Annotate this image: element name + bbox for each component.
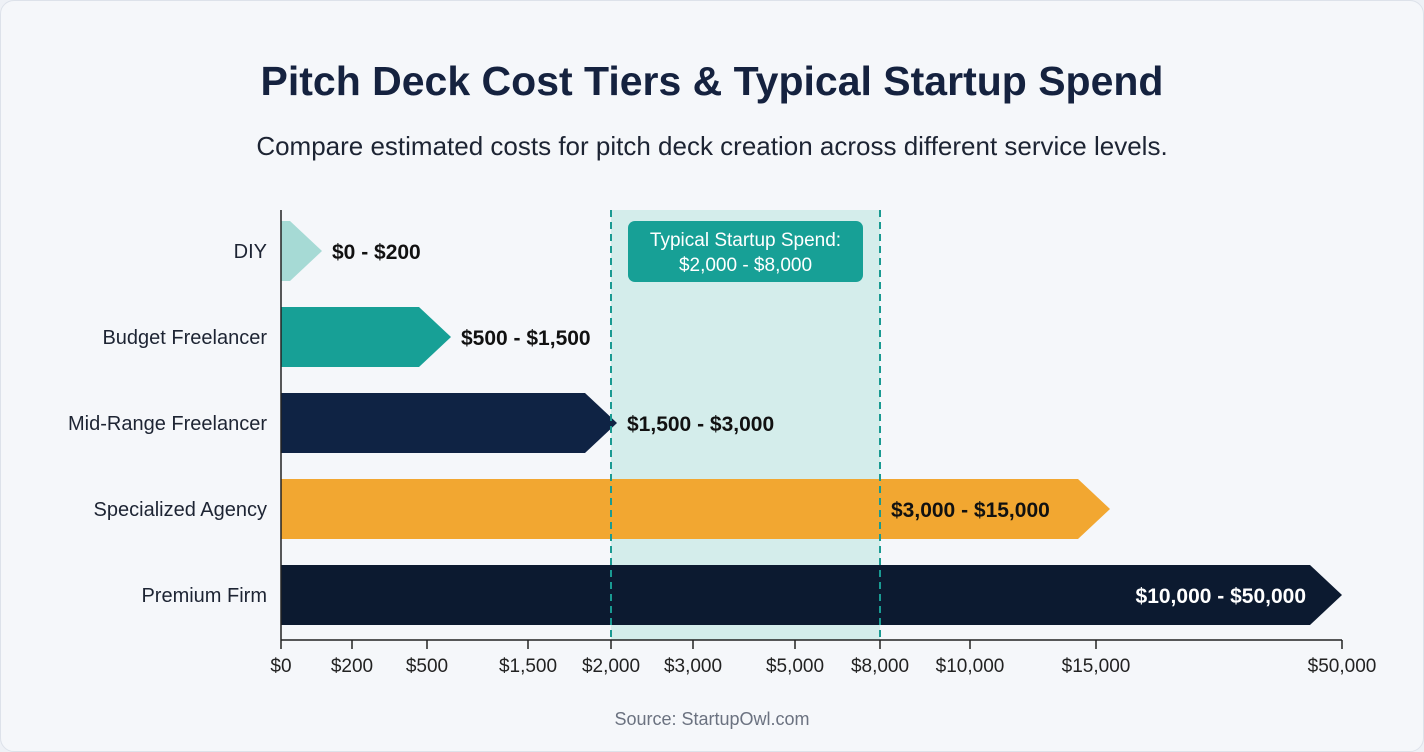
chart-source: Source: StartupOwl.com [614,709,810,729]
category-label: Specialized Agency [94,499,267,521]
range-label: $1,500 - $3,000 [627,413,774,436]
x-tick-label: $50,000 [1308,656,1377,677]
range-label: $0 - $200 [332,241,421,264]
annotation-line-1: Typical Startup Spend: [650,230,841,251]
range-label: $10,000 - $50,000 [1136,585,1306,608]
x-tick-label: $5,000 [766,656,824,677]
bar-mid-range-freelancer [281,393,617,453]
x-tick-label: $8,000 [851,656,909,677]
category-label: Premium Firm [141,585,267,607]
category-label: DIY [234,241,267,263]
bar-budget-freelancer [281,307,451,367]
annotation-box [628,221,863,282]
x-tick-label: $200 [331,656,373,677]
x-tick-label: $10,000 [936,656,1005,677]
range-label: $3,000 - $15,000 [891,499,1050,522]
x-tick-label: $500 [406,656,448,677]
chart-subtitle: Compare estimated costs for pitch deck c… [256,131,1168,161]
chart-title: Pitch Deck Cost Tiers & Typical Startup … [260,58,1164,104]
x-tick-label: $0 [270,656,291,677]
bar-premium-firm [281,565,1342,625]
x-tick-label: $1,500 [499,656,557,677]
range-label: $500 - $1,500 [461,327,591,350]
x-tick-label: $3,000 [664,656,722,677]
category-label: Budget Freelancer [102,327,267,349]
x-tick-label: $2,000 [582,656,640,677]
bar-diy [281,221,322,281]
bar-specialized-agency [281,479,1110,539]
annotation-line-2: $2,000 - $8,000 [679,255,812,276]
x-tick-label: $15,000 [1062,656,1131,677]
category-label: Mid-Range Freelancer [68,413,267,435]
